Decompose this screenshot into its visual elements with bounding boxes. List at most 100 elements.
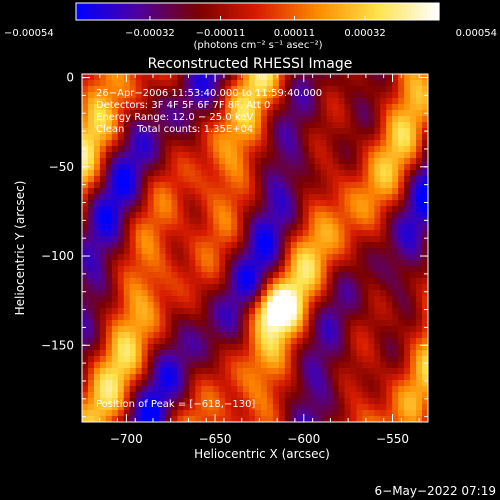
- heatmap-cell: [392, 416, 399, 423]
- heatmap-cell: [272, 332, 280, 339]
- heatmap-cell: [314, 146, 322, 153]
- heatmap-cell: [266, 206, 274, 213]
- heatmap-cell: [398, 98, 405, 105]
- heatmap-cell: [249, 302, 256, 309]
- heatmap-cell: [171, 140, 178, 147]
- heatmap-cell: [398, 350, 405, 357]
- heatmap-cell: [87, 308, 95, 315]
- heatmap-cell: [356, 284, 363, 291]
- heatmap-cell: [177, 338, 184, 345]
- heatmap-cell: [82, 140, 89, 147]
- heatmap-cell: [135, 128, 143, 135]
- heatmap-cell: [123, 260, 131, 267]
- heatmap-cell: [99, 182, 107, 189]
- heatmap-cell: [260, 212, 268, 219]
- heatmap-cell: [249, 176, 256, 183]
- heatmap-cell: [171, 386, 178, 393]
- heatmap-cell: [93, 116, 101, 123]
- heatmap-cell: [350, 392, 357, 399]
- heatmap-cell: [416, 92, 423, 99]
- heatmap-cell: [398, 272, 405, 279]
- heatmap-cell: [392, 224, 399, 231]
- heatmap-cell: [362, 410, 369, 417]
- heatmap-cell: [82, 266, 89, 273]
- heatmap-cell: [272, 272, 280, 279]
- heatmap-cell: [123, 134, 131, 141]
- heatmap-cell: [392, 266, 399, 273]
- heatmap-cell: [82, 86, 89, 93]
- heatmap-cell: [165, 350, 172, 357]
- heatmap-cell: [225, 104, 232, 111]
- heatmap-cell: [171, 206, 178, 213]
- colorbar-segment: [402, 3, 408, 20]
- heatmap-cell: [195, 242, 202, 249]
- heatmap-cell: [165, 110, 172, 117]
- heatmap-cell: [302, 152, 310, 159]
- heatmap-cell: [290, 134, 298, 141]
- heatmap-cell: [207, 116, 214, 123]
- heatmap-cell: [266, 212, 274, 219]
- heatmap-cell: [183, 362, 190, 369]
- heatmap-cell: [195, 308, 202, 315]
- heatmap-cell: [260, 332, 268, 339]
- heatmap-cell: [266, 374, 274, 381]
- heatmap-cell: [308, 164, 316, 171]
- heatmap-cell: [302, 74, 310, 81]
- heatmap-cell: [189, 200, 196, 207]
- heatmap-cell: [410, 284, 417, 291]
- heatmap-cell: [416, 404, 423, 411]
- heatmap-cell: [368, 254, 375, 261]
- heatmap-cell: [404, 188, 411, 195]
- heatmap-cell: [201, 218, 208, 225]
- heatmap-cell: [219, 290, 226, 297]
- heatmap-cell: [237, 230, 244, 237]
- heatmap-cell: [165, 338, 172, 345]
- heatmap-cell: [153, 416, 161, 423]
- heatmap-cell: [117, 398, 125, 405]
- heatmap-cell: [105, 260, 113, 267]
- heatmap-cell: [165, 398, 172, 405]
- heatmap-cell: [272, 80, 280, 87]
- heatmap-cell: [314, 140, 322, 147]
- heatmap-cell: [314, 326, 322, 333]
- heatmap-cell: [147, 230, 155, 237]
- heatmap-cell: [141, 170, 149, 177]
- heatmap-cell: [183, 248, 190, 255]
- heatmap-cell: [171, 326, 178, 333]
- colorbar-segment: [269, 3, 275, 20]
- heatmap-cell: [153, 356, 161, 363]
- heatmap-cell: [350, 350, 357, 357]
- heatmap-cell: [135, 194, 143, 201]
- heatmap-cell: [290, 128, 298, 135]
- heatmap-cell: [260, 362, 268, 369]
- heatmap-cell: [392, 248, 399, 255]
- heatmap-cell: [237, 284, 244, 291]
- heatmap-cell: [147, 398, 155, 405]
- heatmap-cell: [416, 392, 423, 399]
- heatmap-cell: [338, 200, 345, 207]
- heatmap-cell: [201, 134, 208, 141]
- y-tick-label: 0: [66, 71, 74, 85]
- heatmap-cell: [207, 92, 214, 99]
- heatmap-cell: [243, 398, 250, 405]
- heatmap-cell: [380, 104, 387, 111]
- heatmap-cell: [398, 212, 405, 219]
- heatmap-cell: [290, 272, 298, 279]
- heatmap-cell: [296, 80, 304, 87]
- heatmap-cell: [416, 212, 423, 219]
- heatmap-cell: [123, 332, 131, 339]
- heatmap-cell: [183, 170, 190, 177]
- heatmap-cell: [207, 170, 214, 177]
- heatmap-cell: [105, 164, 113, 171]
- heatmap-cell: [308, 410, 316, 417]
- heatmap-cell: [332, 260, 340, 267]
- heatmap-cell: [272, 374, 280, 381]
- heatmap-cell: [350, 224, 357, 231]
- heatmap-cell: [153, 278, 161, 285]
- heatmap-cell: [320, 146, 328, 153]
- heatmap-cell: [350, 164, 357, 171]
- heatmap-cell: [237, 380, 244, 387]
- heatmap-cell: [308, 296, 316, 303]
- heatmap-cell: [213, 134, 220, 141]
